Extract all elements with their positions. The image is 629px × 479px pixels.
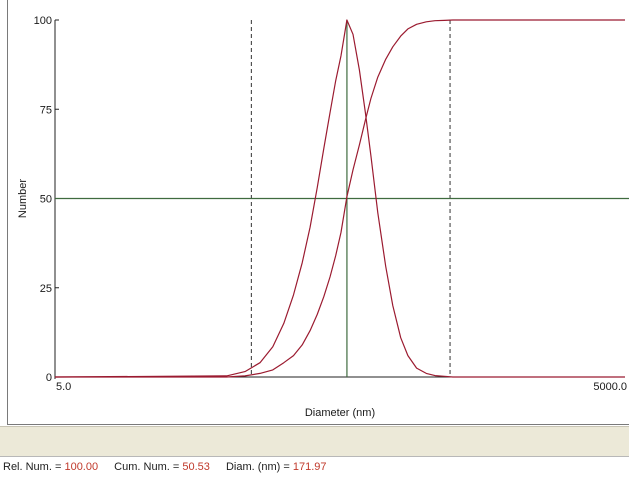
y-tick-label: 0 (46, 372, 52, 384)
x-tick-label: 5.0 (56, 381, 71, 393)
plot-frame (7, 0, 629, 425)
diam-readout: Diam. (nm) = 171.97 (226, 461, 327, 473)
y-tick-label: 50 (40, 194, 52, 206)
size-distribution-chart[interactable]: 0 25 50 75 100 5.0 5000.0 Diameter (nm) Number (0, 0, 629, 425)
cumulative-number-curve (55, 19, 625, 378)
diam-value: 171.97 (292, 461, 327, 473)
plot-panel[interactable]: 0 25 50 75 100 5.0 5000.0 Diameter (nm) Number (0, 0, 629, 425)
x-tick-label: 5000.0 (593, 381, 627, 393)
y-axis-title: Number (17, 179, 29, 218)
control-strip (0, 426, 629, 456)
rel-num-value: 100.00 (64, 461, 99, 473)
x-axis-title: Diameter (nm) (305, 407, 375, 419)
status-bar: Rel. Num. = 100.00 Cum. Num. = 50.53 Dia… (0, 456, 629, 479)
diam-label: Diam. (nm) = (225, 461, 290, 473)
cum-num-label: Cum. Num. = (114, 461, 180, 473)
y-tick-label: 100 (34, 15, 52, 27)
rel-num-readout: Rel. Num. = 100.00 (3, 461, 101, 473)
cum-num-readout: Cum. Num. = 50.53 (114, 461, 213, 473)
cum-num-value: 50.53 (182, 461, 210, 473)
y-tick-label: 25 (40, 283, 52, 295)
y-tick-label: 75 (40, 104, 52, 116)
rel-num-label: Rel. Num. = (3, 461, 62, 473)
relative-number-curve (54, 19, 625, 378)
